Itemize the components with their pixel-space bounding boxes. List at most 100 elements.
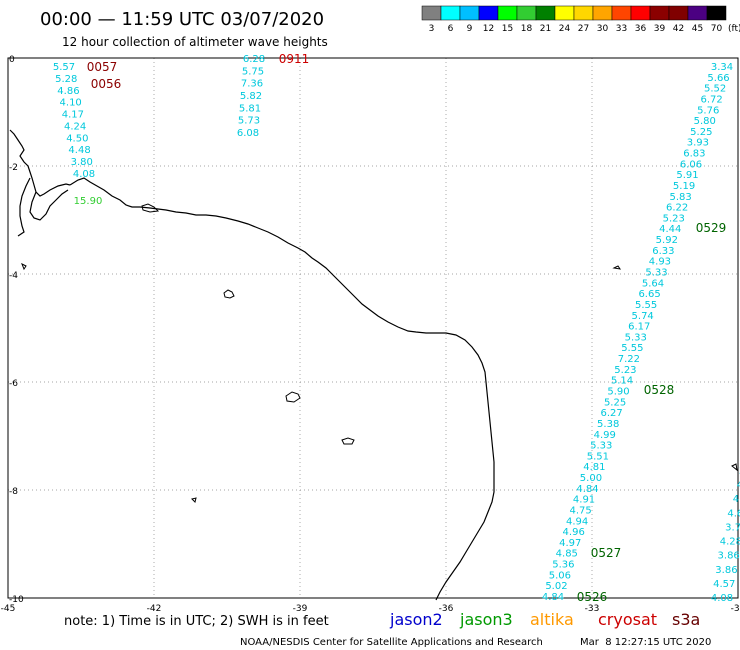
map-title: 00:00 — 11:59 UTC 03/07/2020 (40, 9, 324, 30)
x-tick-label: -42 (147, 604, 162, 614)
footer-timestamp: Mar 8 12:27:15 UTC 2020 (580, 637, 711, 648)
swh-value: 4.28 (720, 537, 740, 548)
pass-time-labels: 0057 0056 0911 0529 0528 0527 0526 (87, 52, 727, 604)
legend-swatch (459, 5, 480, 21)
legend-swatch (554, 5, 575, 21)
swh-value: 5.64 (642, 278, 664, 289)
x-tick-label: -30 (731, 604, 740, 614)
legend-swatch (497, 5, 518, 21)
swh-value: 4.48 (68, 145, 90, 156)
island-3 (285, 391, 301, 403)
swh-value: 5.33 (625, 332, 647, 343)
swh-value: 5.23 (663, 213, 685, 224)
swh-value: 4.84 (576, 484, 598, 495)
swh-value: 5.02 (545, 581, 567, 592)
swh-value: 6.22 (666, 203, 688, 214)
swh-value: 5.55 (635, 300, 657, 311)
swh-value: 7.36 (241, 79, 263, 90)
legend-label: 42 (673, 24, 684, 34)
swh-value: 3.86 (715, 565, 737, 576)
swh-value: 5.55 (621, 343, 643, 354)
swh-value: 4.86 (57, 86, 79, 97)
x-tick-label: -36 (439, 604, 454, 614)
coastline-peninsula (9, 129, 71, 237)
swh-value: 4.97 (559, 538, 581, 549)
legend-swatch (649, 5, 670, 21)
swh-value: 5.25 (604, 397, 626, 408)
legend-label: 12 (483, 24, 494, 34)
swh-value: 3.86 (718, 551, 740, 562)
swh-value: 4.93 (649, 257, 671, 268)
legend-swatch (687, 5, 708, 21)
island-5 (21, 262, 27, 271)
swh-value: 4.57 (713, 579, 735, 590)
legend-label: 15 (502, 24, 513, 34)
legend-swatch (478, 5, 499, 21)
swh-value: 5.73 (238, 116, 260, 127)
legend-label: 39 (654, 24, 666, 34)
swh-value: 6.08 (237, 128, 259, 139)
y-tick-label: -2 (9, 163, 18, 173)
mission-label: altika (530, 610, 574, 629)
swh-value: 4.24 (64, 121, 86, 132)
swh-value: 4.96 (563, 527, 585, 538)
y-tick-label: -6 (9, 379, 18, 389)
legend-swatch (630, 5, 651, 21)
x-tick-label: -33 (585, 604, 600, 614)
legend-swatch (592, 5, 613, 21)
pass-time-label: 0528 (644, 383, 675, 397)
legend-label: 36 (635, 24, 647, 34)
pass-time-label: 0529 (696, 221, 727, 235)
swh-value: 5.52 (704, 84, 726, 95)
swh-value: 5.66 (707, 73, 729, 84)
swh-value: 5.25 (690, 127, 712, 138)
legend-swatch (573, 5, 594, 21)
y-tick-label: -4 (9, 271, 18, 281)
swh-value: 4.08 (73, 169, 95, 180)
swh-value: 5.76 (697, 105, 719, 116)
pass-time-label: 0057 (87, 60, 118, 74)
coastline (69, 177, 495, 601)
swh-value: 3.7 (725, 522, 740, 533)
swh-value: 6.28 (243, 54, 265, 65)
swh-value: 3 (739, 466, 740, 477)
swh-value: 4. (733, 494, 740, 505)
swh-value: 5.91 (676, 170, 698, 181)
swh-value: 4.85 (556, 549, 578, 560)
swh-value: 5.82 (240, 91, 262, 102)
map-frame (7, 57, 739, 599)
swh-value: 4.75 (569, 505, 591, 516)
island-1 (141, 203, 160, 213)
footer-note: note: 1) Time is in UTC; 2) SWH is in fe… (64, 614, 329, 629)
legend-label: 33 (616, 24, 627, 34)
legend-label: 27 (578, 24, 589, 34)
swh-value: 4.6 (727, 508, 740, 519)
swh-value: 4.91 (573, 495, 595, 506)
y-tick-label: 0 (9, 55, 15, 65)
swh-value: 5.00 (580, 473, 602, 484)
mission-label: jason3 (459, 610, 513, 629)
axis-ticks: -45 -42 -39 -36 -33 -30 0 -2 -4 -6 -8 -10 (1, 55, 740, 614)
pass-time-label: 0911 (279, 52, 310, 66)
swh-value: 5.81 (239, 103, 261, 114)
swh-value: 4.44 (659, 224, 681, 235)
legend-label: 9 (467, 24, 473, 34)
swh-value: 4.94 (566, 516, 588, 527)
swh-value: 5.33 (590, 441, 612, 452)
legend-swatch (421, 5, 442, 21)
swh-value: 4.99 (594, 430, 616, 441)
pass-time-label: 0527 (591, 546, 622, 560)
swh-value: 5.23 (614, 365, 636, 376)
swh-value: 6.06 (680, 159, 702, 170)
swh-value: 6.27 (600, 408, 622, 419)
island-6 (612, 265, 622, 270)
swh-value: 4.08 (711, 593, 733, 604)
legend-label: 30 (597, 24, 609, 34)
mission-label: jason2 (389, 610, 443, 629)
swh-value: 3.80 (71, 157, 93, 168)
legend-swatch (611, 5, 632, 21)
mission-legend: jason2 jason3 altika cryosat s3a (389, 610, 700, 629)
swh-value: 5.28 (55, 74, 77, 85)
legend-label: 70 (711, 24, 723, 34)
